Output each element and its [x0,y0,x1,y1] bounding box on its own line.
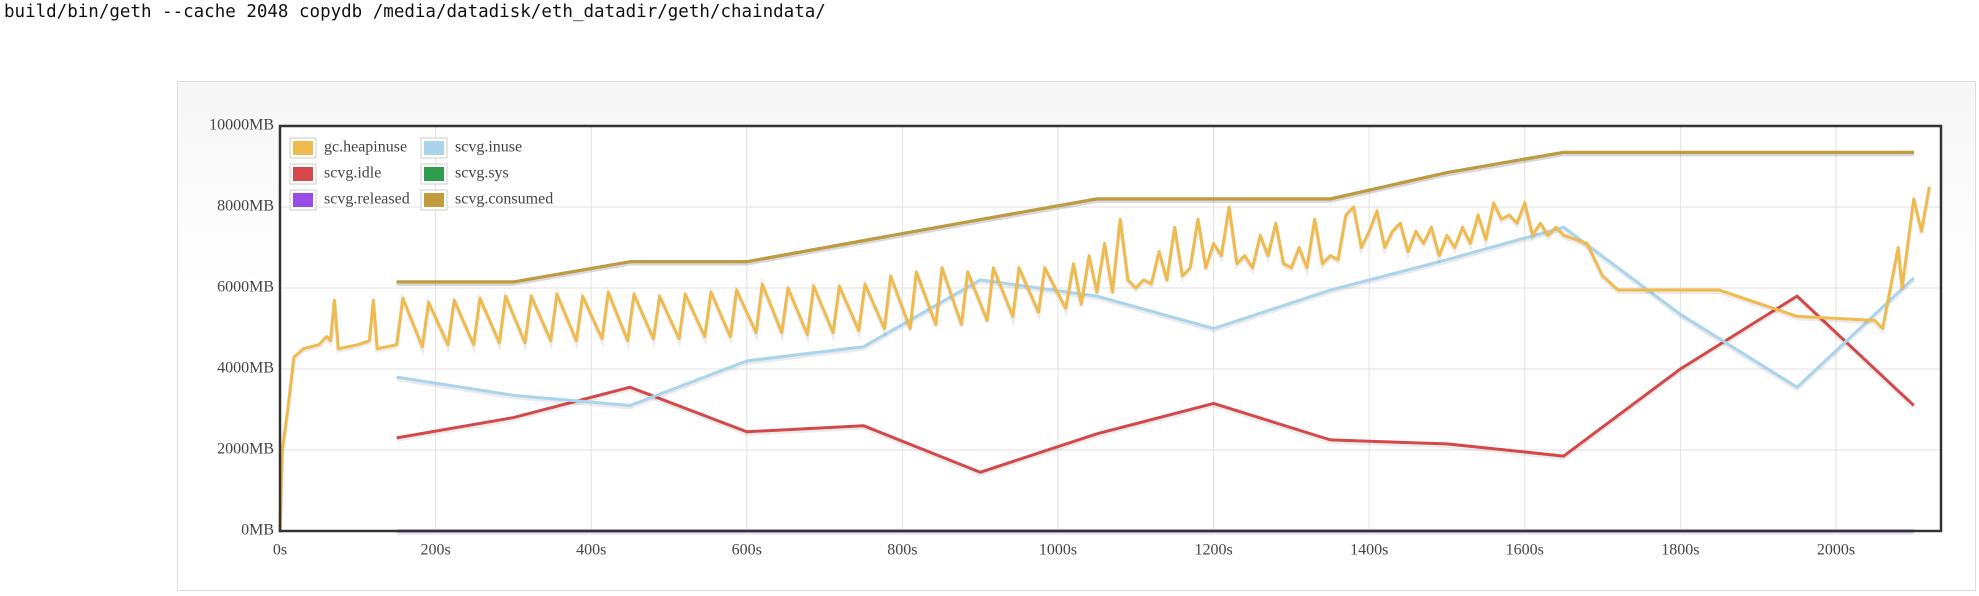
x-tick-label: 1000s [1039,542,1077,559]
y-tick-label: 2000MB [217,441,274,458]
series-shadow [396,152,1914,286]
y-tick-label: 10000MB [209,117,274,134]
legend-label: scvg.released [324,191,410,208]
series-line [396,150,1914,284]
command-line: build/bin/geth --cache 2048 copydb /medi… [4,2,826,22]
series-shadow [396,227,1916,410]
x-tick-label: 200s [420,542,450,559]
y-tick-label: 0MB [241,522,274,539]
series-shadow [396,152,1914,286]
x-tick-label: 800s [887,542,917,559]
legend-swatch [424,167,444,181]
x-tick-label: 1600s [1506,542,1544,559]
legend-swatch [293,193,313,207]
legend-label: scvg.consumed [455,191,553,208]
series-line [396,294,1915,474]
plot-border [278,124,1943,533]
x-tick-label: 0s [273,542,287,559]
legend-swatch [293,167,313,181]
legend-swatch [293,141,313,155]
legend-label: scvg.sys [455,165,509,182]
legend-label: scvg.inuse [455,139,522,156]
legend-swatch [424,141,444,155]
x-tick-label: 1200s [1194,542,1232,559]
x-tick-label: 400s [576,542,606,559]
x-tick-label: 1800s [1661,542,1699,559]
y-tick-label: 8000MB [217,198,274,215]
y-tick-label: 4000MB [217,360,274,377]
legend-label: gc.heapinuse [324,139,407,156]
x-tick-label: 2000s [1817,542,1855,559]
x-tick-label: 600s [732,542,762,559]
y-tick-label: 6000MB [217,279,274,296]
x-tick-label: 1400s [1350,542,1388,559]
series-line [278,186,1931,532]
plot-area [280,126,1941,531]
series-line [396,225,1915,407]
legend-swatch [424,193,444,207]
legend-label: scvg.idle [324,165,381,182]
